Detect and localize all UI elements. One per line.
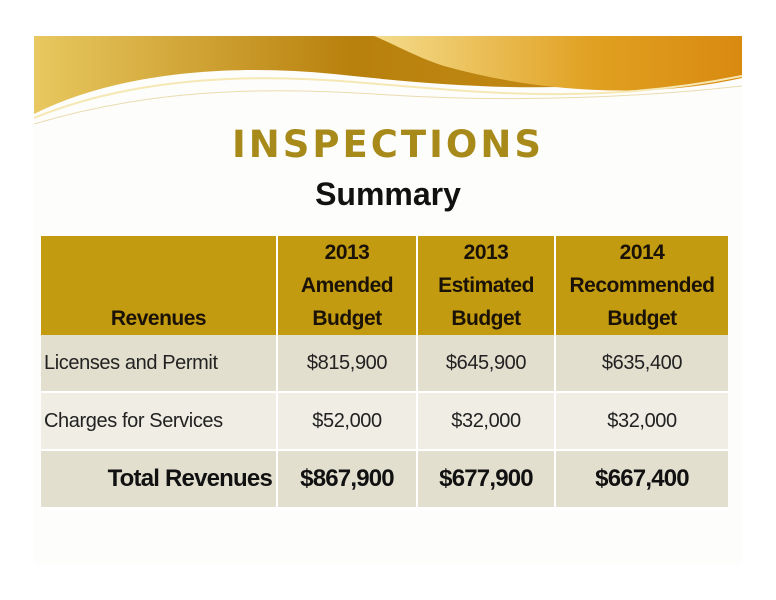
decorative-banner xyxy=(34,36,742,125)
cell-2014-recommended: $32,000 xyxy=(555,392,728,451)
total-2013-amended: $867,900 xyxy=(277,450,418,509)
header-revenues: Revenues xyxy=(41,236,278,335)
total-2013-estimated: $677,900 xyxy=(417,450,556,509)
cell-2014-recommended: $635,400 xyxy=(555,335,728,393)
cell-2013-estimated: $645,900 xyxy=(417,335,556,393)
header-2014-recommended-budget: 2014 Recommended Budget xyxy=(555,236,728,335)
cell-2013-amended: $815,900 xyxy=(277,335,418,393)
cell-2013-estimated: $32,000 xyxy=(417,392,556,451)
total-2014-recommended: $667,400 xyxy=(555,450,728,509)
table-row: Licenses and Permit $815,900 $645,900 $6… xyxy=(41,335,728,393)
cell-2013-amended: $52,000 xyxy=(277,392,418,451)
page-title: INSPECTIONS xyxy=(232,123,544,166)
revenue-summary-table: Revenues 2013 Amended Budget 2013 Estima… xyxy=(41,236,728,509)
row-label: Licenses and Permit xyxy=(41,335,278,393)
header-2013-estimated-budget: 2013 Estimated Budget xyxy=(417,236,556,335)
row-label: Charges for Services xyxy=(41,392,278,451)
table-row: Charges for Services $52,000 $32,000 $32… xyxy=(41,392,728,451)
total-row: Total Revenues $867,900 $677,900 $667,40… xyxy=(41,450,728,509)
total-label: Total Revenues xyxy=(41,450,278,509)
header-2013-amended-budget: 2013 Amended Budget xyxy=(277,236,418,335)
page-subtitle: Summary xyxy=(315,176,461,212)
table-header-row: Revenues 2013 Amended Budget 2013 Estima… xyxy=(41,236,728,335)
